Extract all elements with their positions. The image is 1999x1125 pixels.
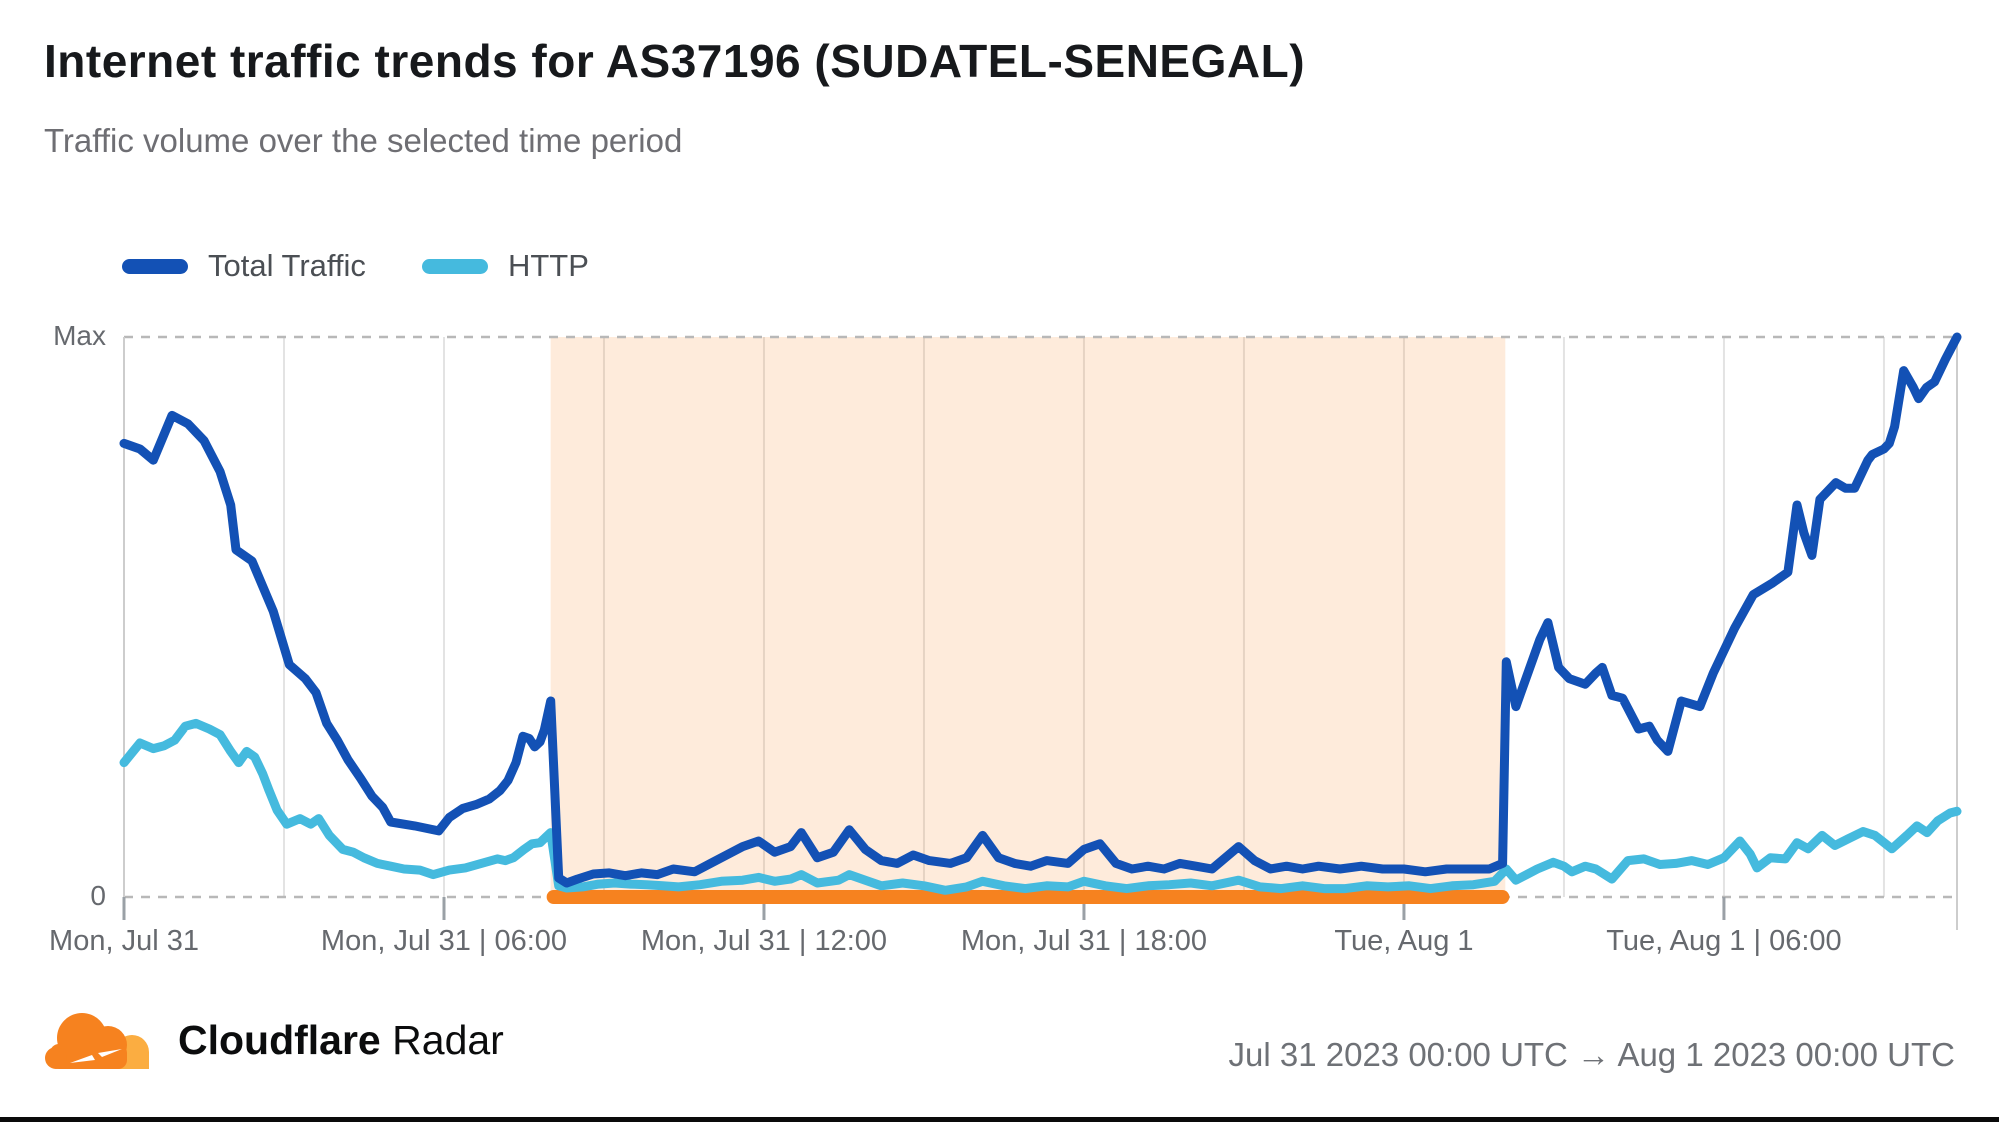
time-range-label: Jul 31 2023 00:00 UTC → Aug 1 2023 00:00…: [1229, 1036, 1955, 1074]
time-range-start: Jul 31 2023 00:00 UTC: [1228, 1036, 1568, 1073]
legend-item-total-traffic[interactable]: Total Traffic: [122, 248, 366, 284]
x-axis-tick-label: Mon, Jul 31 | 12:00: [640, 925, 888, 957]
brand-radar: Radar: [392, 1016, 504, 1063]
time-range-end: Aug 1 2023 00:00 UTC: [1617, 1036, 1955, 1073]
http-swatch-icon: [421, 258, 488, 274]
brand-cloudflare: Cloudflare: [178, 1016, 381, 1063]
total-traffic-line: [119, 332, 1962, 888]
y-axis-max-label: Max: [53, 320, 106, 351]
brand-wordmark: Cloudflare Radar: [178, 1017, 504, 1064]
total-traffic-swatch-icon: [122, 258, 188, 274]
cloudflare-logo-icon: [45, 1013, 149, 1069]
x-axis-tick-label: Tue, Aug 1: [1334, 925, 1474, 957]
page-subtitle: Traffic volume over the selected time pe…: [44, 122, 683, 159]
outage-annotation-region: [550, 337, 1506, 897]
x-axis-tick-label: Mon, Jul 31: [49, 925, 199, 957]
chart-legend: Total Traffic HTTP: [122, 248, 589, 284]
y-axis-zero-label: 0: [90, 880, 106, 911]
http-line: [119, 718, 1962, 895]
cloudflare-radar-brand[interactable]: Cloudflare Radar: [40, 1008, 504, 1072]
legend-label-http: HTTP: [507, 248, 589, 283]
bottom-edge-bar: [0, 1117, 1999, 1122]
page-title: Internet traffic trends for AS37196 (SUD…: [44, 35, 1306, 87]
legend-item-http[interactable]: HTTP: [421, 248, 589, 284]
arrow-right-icon: →: [1577, 1036, 1611, 1073]
x-axis-tick-label: Tue, Aug 1 | 06:00: [1606, 925, 1842, 957]
x-axis-tick-label: Mon, Jul 31 | 18:00: [960, 925, 1208, 957]
x-axis-tick-label: Mon, Jul 31 | 06:00: [320, 925, 568, 957]
legend-label-total-traffic: Total Traffic: [208, 248, 366, 283]
